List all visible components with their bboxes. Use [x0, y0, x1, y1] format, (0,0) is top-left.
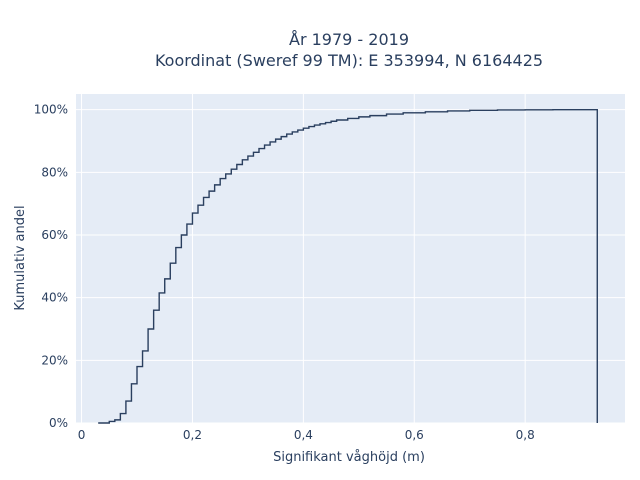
x-tick-label: 0,6: [405, 428, 424, 442]
x-tick-label: 0,8: [516, 428, 535, 442]
chart-title-line-2: Koordinat (Sweref 99 TM): E 353994, N 61…: [155, 51, 543, 70]
y-axis-ticks: 0% 20% 40% 60% 80% 100%: [34, 103, 68, 430]
x-tick-label: 0,4: [294, 428, 313, 442]
x-axis-ticks: 0 0,2 0,4 0,6 0,8: [78, 428, 535, 442]
x-tick-label: 0: [78, 428, 86, 442]
plot-area: [76, 94, 625, 423]
y-tick-label: 60%: [41, 228, 68, 242]
y-axis-title: Kumulativ andel: [13, 205, 28, 310]
y-tick-label: 0%: [49, 416, 68, 430]
chart-title-line-1: År 1979 - 2019: [289, 30, 409, 49]
x-tick-label: 0,2: [183, 428, 202, 442]
y-tick-label: 20%: [41, 353, 68, 367]
x-axis-title: Signifikant våghöjd (m): [273, 450, 425, 465]
y-tick-label: 100%: [34, 103, 68, 117]
cdf-step-line: [98, 108, 598, 424]
y-tick-label: 80%: [41, 165, 68, 179]
y-tick-label: 40%: [41, 291, 68, 305]
